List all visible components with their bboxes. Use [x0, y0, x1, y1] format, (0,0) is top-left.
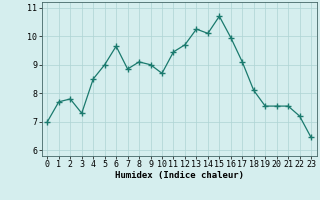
X-axis label: Humidex (Indice chaleur): Humidex (Indice chaleur) [115, 171, 244, 180]
